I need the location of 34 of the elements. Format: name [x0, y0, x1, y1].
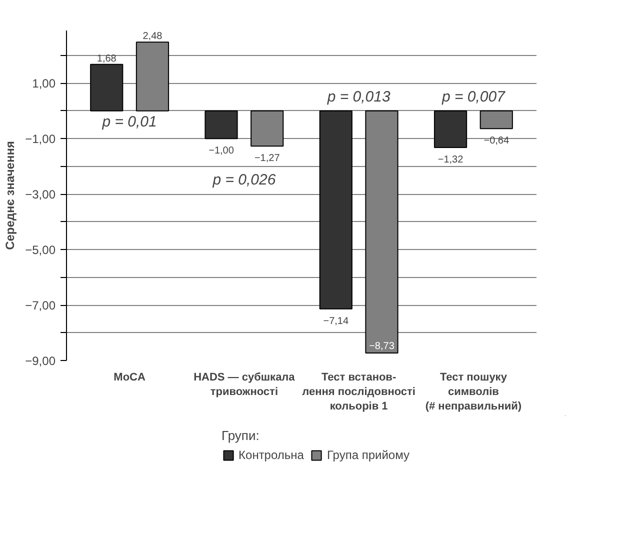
x-tick-label: HADS — субшкала тривожності	[194, 372, 296, 398]
y-tick-label: −7,00	[25, 298, 56, 313]
legend-label: Група прийому	[326, 448, 410, 462]
bar	[434, 110, 468, 148]
data-label: −7,14	[323, 316, 349, 327]
bar	[204, 110, 238, 140]
legend-title: Групи:	[222, 428, 260, 443]
bar	[136, 42, 170, 112]
y-tick-label: −1,00	[25, 132, 56, 146]
data-label: 2,48	[142, 31, 163, 42]
y-tick-label: −3,00	[25, 188, 56, 202]
y-tick-label: −9,00	[25, 354, 56, 368]
y-tick-label: 1,00	[32, 76, 56, 91]
legend-label: Контрольна	[238, 448, 304, 462]
bar	[365, 110, 398, 354]
data-label: −1,27	[254, 153, 280, 164]
data-label: −0,64	[484, 136, 510, 147]
annotation: p = 0,026	[212, 172, 276, 189]
bar	[250, 110, 284, 147]
annotation: p = 0,007	[440, 88, 506, 106]
annotation: p = 0,013	[326, 88, 391, 106]
x-tick-label: Тест пошуку символів (# неправильний)	[425, 372, 522, 412]
y-tick-label: −5,00	[25, 243, 56, 258]
bar	[319, 110, 352, 310]
x-tick-label: Тест встанов- лення послідовності кольорів 1	[302, 372, 416, 412]
annotation: p = 0,01	[101, 114, 157, 131]
data-label: −1,00	[208, 146, 234, 157]
x-tick-label: MoCA	[114, 372, 146, 384]
data-label: −8,73	[369, 341, 395, 352]
y-axis-title: Середнє значення	[3, 141, 18, 250]
bar	[90, 64, 124, 112]
data-label: 1,68	[96, 53, 117, 64]
bar	[480, 110, 513, 130]
data-label: −1,32	[438, 154, 464, 166]
